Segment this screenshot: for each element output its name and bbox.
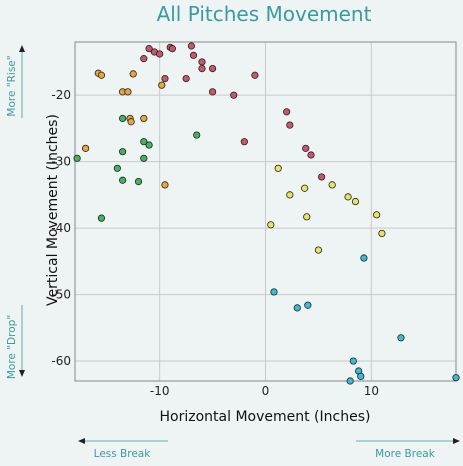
data-point: [357, 372, 365, 380]
data-point: [373, 211, 381, 219]
y-tick-label: -30: [51, 155, 71, 169]
data-point: [286, 191, 294, 199]
data-point: [274, 164, 282, 172]
less-break-arrow-icon: [78, 438, 85, 444]
more-break-label: More Break: [375, 448, 436, 460]
chart-title: All Pitches Movement: [157, 2, 372, 26]
data-point: [182, 74, 190, 83]
less-break-label: Less Break: [94, 448, 152, 460]
data-point: [251, 71, 259, 79]
more-drop-label: More "Drop": [6, 315, 18, 379]
data-point: [161, 74, 169, 83]
data-point: [119, 176, 127, 184]
drop-arrow-icon: [19, 370, 25, 377]
x-tick-label: 10: [364, 384, 379, 398]
data-point: [351, 197, 360, 206]
data-point: [267, 221, 275, 229]
data-point: [127, 118, 135, 126]
data-point: [293, 304, 301, 312]
data-point: [158, 81, 166, 89]
data-point: [270, 288, 278, 296]
data-points: [73, 42, 460, 385]
data-point: [360, 254, 368, 262]
data-point: [140, 154, 148, 162]
x-axis-label: Horizontal Movement (Inches): [160, 409, 371, 425]
data-point: [156, 50, 164, 58]
data-point: [307, 151, 315, 159]
grid: [75, 42, 456, 381]
data-point: [240, 138, 248, 146]
y-tick-label: -60: [51, 354, 71, 368]
data-point: [129, 70, 137, 78]
data-point: [344, 193, 352, 201]
y-tick-label: -40: [51, 221, 71, 235]
data-point: [378, 229, 386, 238]
data-point: [97, 71, 106, 79]
rise-arrow-icon: [19, 45, 25, 52]
data-point: [208, 64, 217, 73]
data-point: [113, 164, 121, 172]
data-point: [119, 114, 127, 123]
data-point: [198, 64, 206, 73]
data-point: [198, 58, 206, 66]
data-point: [302, 144, 310, 152]
data-point: [140, 138, 148, 146]
more-break-arrow-icon: [453, 438, 460, 444]
data-point: [397, 334, 405, 342]
plot-frame: [74, 41, 457, 382]
data-point: [346, 377, 354, 385]
data-point: [303, 213, 311, 221]
data-point: [81, 144, 90, 152]
data-point: [168, 45, 176, 53]
data-point: [283, 108, 291, 116]
data-point: [286, 121, 294, 129]
data-point: [73, 154, 81, 162]
data-point: [97, 214, 106, 222]
data-point: [145, 141, 153, 149]
more-rise-label: More "Rise": [6, 55, 18, 116]
data-point: [314, 246, 323, 254]
data-point: [140, 55, 148, 63]
x-tick-label: -10: [150, 384, 170, 398]
data-point: [301, 184, 309, 192]
y-axis-label: Vertical Movement (Inches): [45, 114, 61, 306]
data-point: [161, 181, 169, 189]
y-tick-label: -20: [51, 88, 71, 102]
data-point: [452, 374, 460, 382]
data-point: [328, 181, 336, 189]
y-tick-label: -50: [51, 288, 71, 302]
data-point: [317, 173, 326, 181]
data-point: [145, 45, 153, 53]
data-point: [193, 131, 201, 139]
data-point: [134, 177, 143, 186]
data-point: [140, 114, 148, 123]
data-point: [187, 42, 196, 50]
data-point: [349, 357, 357, 365]
data-point: [230, 91, 238, 99]
data-point: [208, 88, 217, 96]
tick-labels: -10 0 10 -20 -30 -40 -50 -60: [51, 88, 379, 398]
data-point: [124, 88, 132, 96]
data-point: [119, 148, 127, 156]
data-point: [304, 301, 312, 309]
x-tick-label: 0: [262, 384, 270, 398]
data-point: [189, 51, 198, 59]
